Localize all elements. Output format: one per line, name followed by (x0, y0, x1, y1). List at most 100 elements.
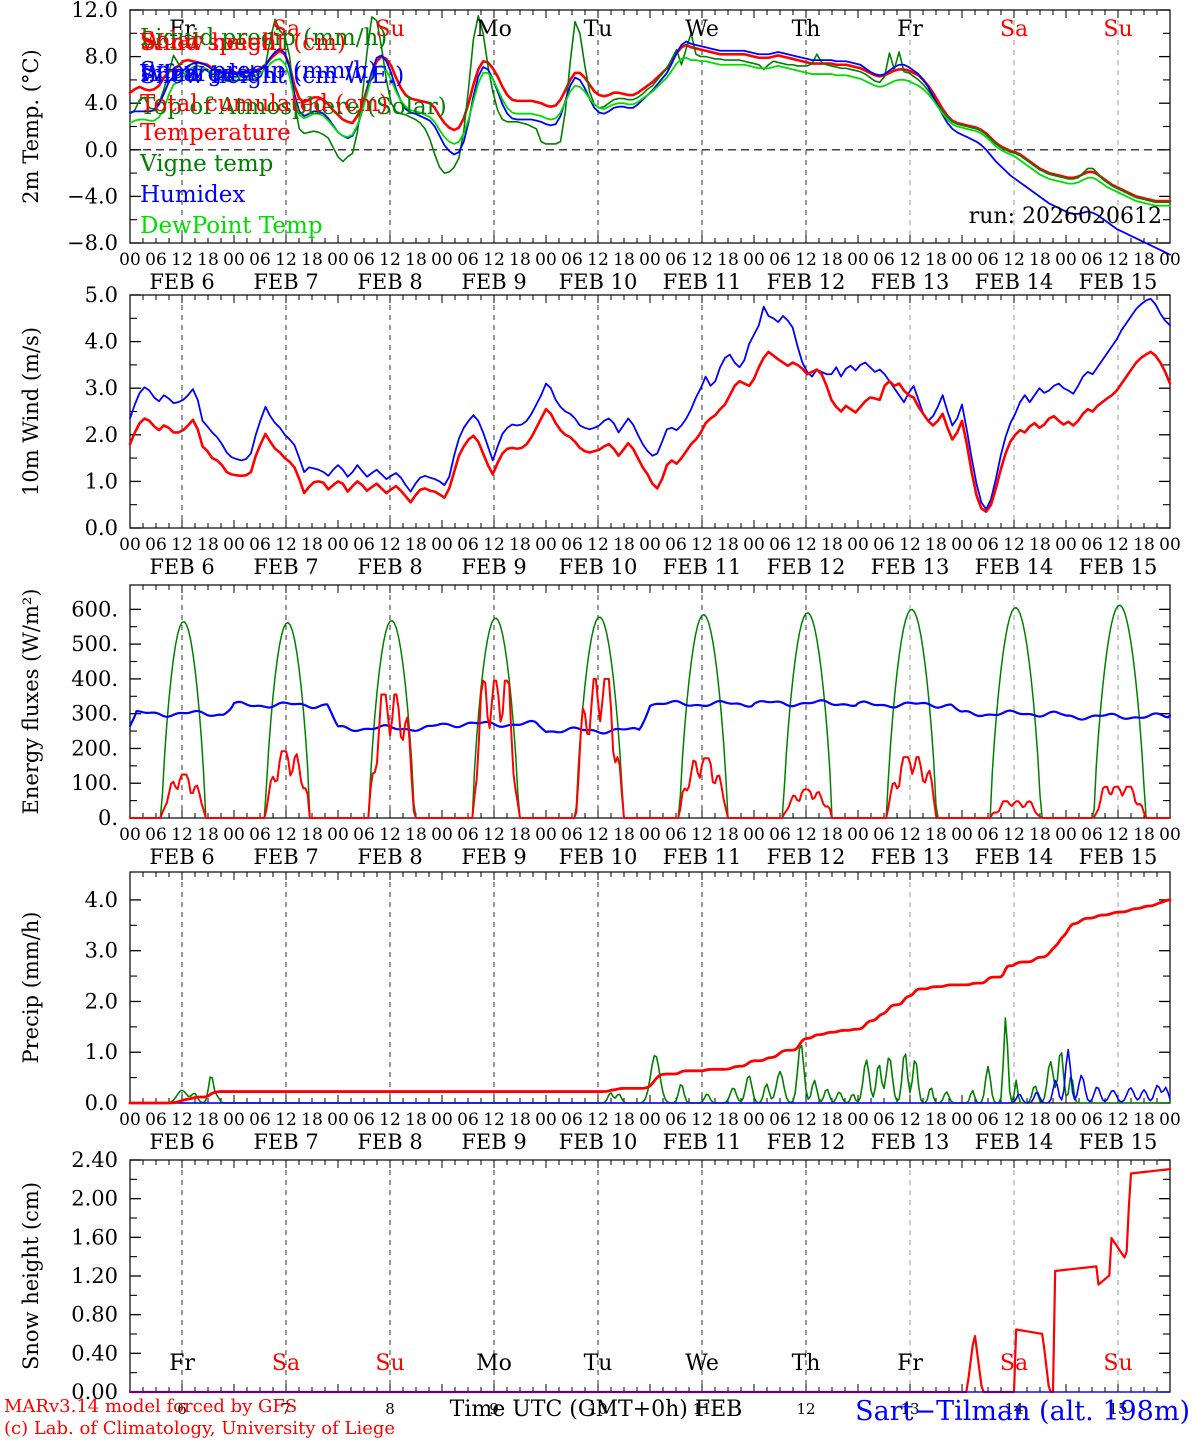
ytick-label: 2.00 (71, 1187, 118, 1211)
xtick-hour: 06 (145, 825, 167, 845)
ytick-label: 300. (71, 702, 118, 726)
xtick-hour: 06 (249, 535, 271, 555)
xtick-hour: 12 (899, 1110, 921, 1130)
xtick-day-label: FEB 8 (357, 845, 422, 869)
day-number: 9 (489, 1400, 499, 1418)
xtick-hour: 06 (977, 250, 999, 270)
xtick-day-label: FEB 7 (253, 1130, 318, 1154)
xtick-hour: 00 (743, 1110, 765, 1130)
xtick-hour: 06 (665, 535, 687, 555)
xtick-hour: 18 (1133, 535, 1155, 555)
xtick-hour: 18 (925, 535, 947, 555)
xtick-hour: 00 (1159, 825, 1181, 845)
xtick-day-label: FEB 8 (357, 270, 422, 294)
xtick-day-label: FEB 13 (871, 845, 950, 869)
weekday-label: Mo (476, 1351, 512, 1376)
ytick-label: 4.0 (85, 888, 118, 912)
xtick-hour: 06 (873, 1110, 895, 1130)
xtick-day-label: FEB 11 (663, 555, 742, 579)
weekday-label: Th (792, 1351, 821, 1376)
legend-energy_fluxes: Solar Infrared Top of Atmosphere (Solar) (140, 28, 447, 120)
xtick-hour: 00 (1055, 825, 1077, 845)
xtick-hour: 18 (821, 1110, 843, 1130)
ytick-label: 0.40 (71, 1341, 118, 1365)
xtick-hour: 06 (977, 535, 999, 555)
xtick-day-label: FEB 15 (1079, 270, 1158, 294)
panel-energy_fluxes: 0. 100. 200. 300. 400. 500. 600. Energy fluxes … (19, 28, 1181, 869)
legend-entry: Snow height (cm) (140, 30, 346, 56)
ytick-label: 4.0 (85, 330, 118, 354)
xtick-hour: 00 (951, 250, 973, 270)
footer-copyright-line: (c) Lab. of Climatology, University of L… (4, 1418, 395, 1439)
xtick-day-label: FEB 15 (1079, 845, 1158, 869)
xtick-hour: 12 (1003, 535, 1025, 555)
xtick-hour: 06 (665, 825, 687, 845)
xtick-hour: 06 (145, 535, 167, 555)
xtick-hour: 12 (379, 825, 401, 845)
xtick-hour: 18 (405, 250, 427, 270)
xtick-hour: 12 (171, 535, 193, 555)
xtick-hour: 06 (249, 825, 271, 845)
xtick-hour: 06 (353, 535, 375, 555)
series-wind-speed (128, 350, 1172, 513)
xtick-hour: 12 (171, 250, 193, 270)
xtick-hour: 00 (535, 825, 557, 845)
xtick-day-label: FEB 10 (559, 555, 638, 579)
xtick-hour: 12 (171, 1110, 193, 1130)
xtick-hour: 00 (743, 825, 765, 845)
ytick-label: 400. (71, 667, 118, 691)
xtick-hour: 18 (301, 825, 323, 845)
xtick-hour: 18 (405, 825, 427, 845)
xtick-day-label: FEB 14 (975, 1130, 1054, 1154)
legend-entry: Vigne temp (139, 151, 273, 177)
xtick-hour: 06 (1081, 1110, 1103, 1130)
weekday-label: Su (375, 17, 404, 42)
xtick-hour: 12 (379, 250, 401, 270)
xtick-hour: 18 (613, 250, 635, 270)
xtick-hour: 00 (535, 250, 557, 270)
xtick-hour: 18 (1029, 825, 1051, 845)
ytick-label: 200. (71, 736, 118, 760)
xtick-hour: 12 (1003, 825, 1025, 845)
xtick-day-label: FEB 13 (871, 1130, 950, 1154)
xtick-hour: 06 (353, 250, 375, 270)
x-axis-labels-energy_fluxes: 00 06 12 18 00 06 12 18 00 06 12 18 00 06 12 18 00 06 12 18… (119, 825, 1181, 869)
xtick-hour: 12 (795, 250, 817, 270)
x-axis-labels-precip: 00 06 12 18 00 06 12 18 00 06 12 18 00 06 12 18 00 06 12 18… (119, 1110, 1181, 1154)
weekday-label: We (685, 1351, 719, 1376)
xtick-hour: 18 (821, 535, 843, 555)
xtick-day-label: FEB 9 (461, 1130, 526, 1154)
site-label: Sart−Tilman (alt. 198m) (855, 1396, 1190, 1427)
xtick-hour: 00 (431, 250, 453, 270)
xtick-hour: 00 (951, 535, 973, 555)
xtick-hour: 18 (197, 535, 219, 555)
xtick-hour: 06 (145, 1110, 167, 1130)
xtick-hour: 12 (899, 535, 921, 555)
weekday-label: Mo (476, 17, 512, 42)
legend-entry: Liquid precip (mm/h) (140, 25, 387, 51)
ytick-label: −4.0 (67, 184, 118, 208)
y-axis-label: 2m Temp. (°C) (19, 49, 43, 203)
series-vigne-temp (129, 15, 1171, 204)
xtick-hour: 00 (223, 825, 245, 845)
xtick-hour: 18 (1029, 1110, 1051, 1130)
xtick-hour: 18 (509, 1110, 531, 1130)
ytick-label: 500. (71, 632, 118, 656)
xtick-hour: 18 (925, 825, 947, 845)
xtick-hour: 06 (873, 535, 895, 555)
xtick-hour: 18 (1133, 250, 1155, 270)
xtick-hour: 06 (457, 1110, 479, 1130)
xtick-hour: 18 (821, 250, 843, 270)
xtick-hour: 00 (951, 825, 973, 845)
xtick-hour: 06 (353, 1110, 375, 1130)
xtick-hour: 00 (743, 535, 765, 555)
xtick-hour: 06 (769, 1110, 791, 1130)
xtick-hour: 00 (327, 825, 349, 845)
ytick-label: 1.20 (71, 1264, 118, 1288)
ytick-label: 12.0 (71, 0, 118, 22)
weekday-labels-bottom: Fr Sa Su Mo Tu We Th Fr Sa Su (169, 1351, 1133, 1376)
xtick-hour: 12 (1107, 250, 1129, 270)
xtick-hour: 00 (1055, 535, 1077, 555)
xtick-hour: 18 (613, 1110, 635, 1130)
